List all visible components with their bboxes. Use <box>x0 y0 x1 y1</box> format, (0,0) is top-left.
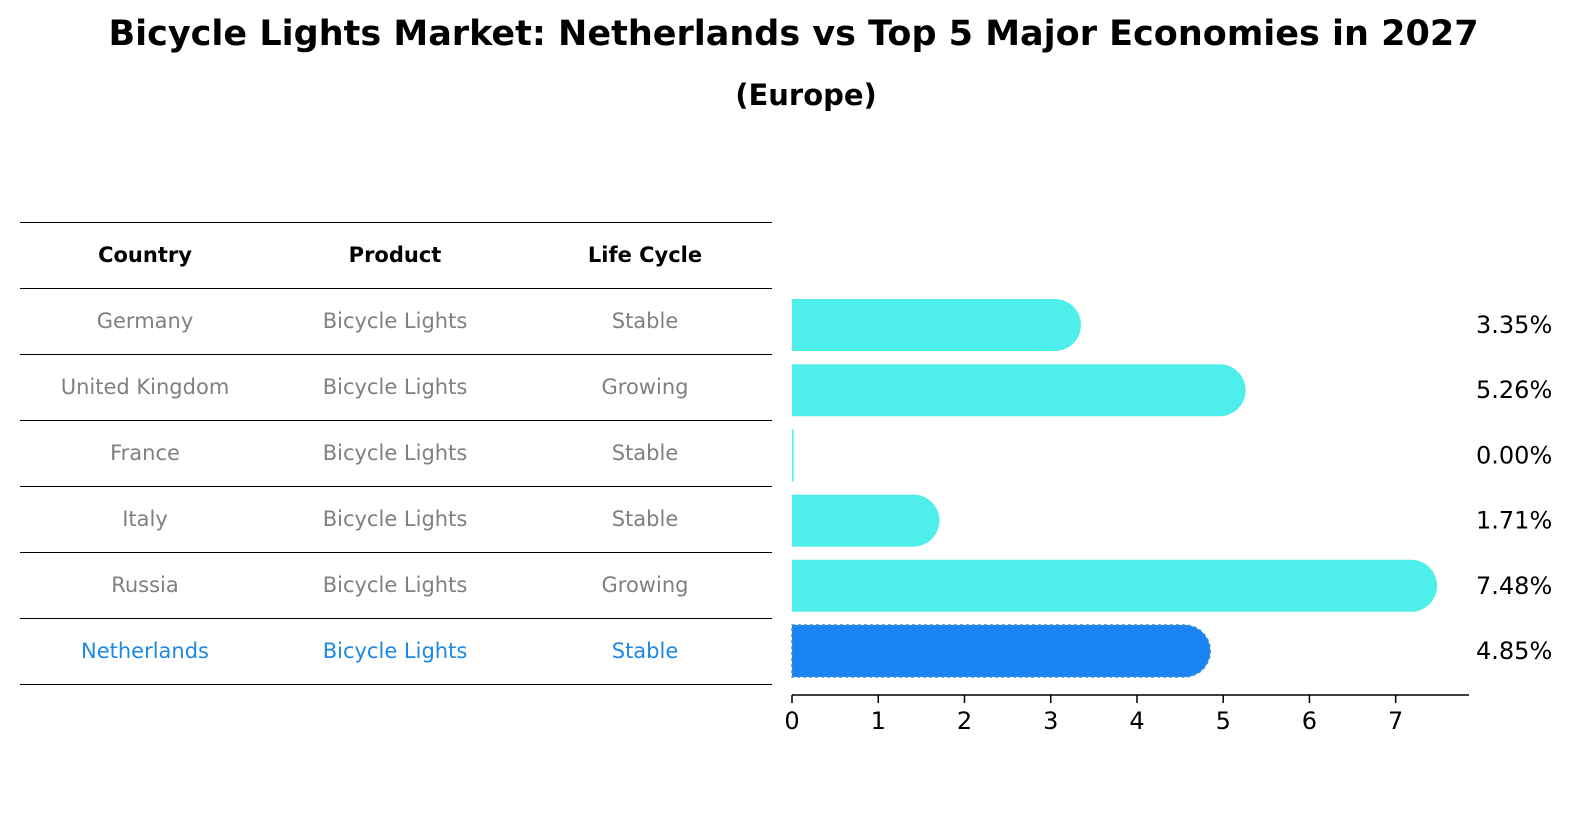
table-rule <box>20 222 772 223</box>
header-life-cycle: Life Cycle <box>587 243 703 267</box>
bar-france <box>792 429 794 482</box>
cell-country: Italy <box>122 507 168 531</box>
table-rule <box>20 486 772 487</box>
bar-russia <box>792 559 1438 612</box>
cell-product: Bicycle Lights <box>322 639 468 663</box>
data-label: 7.48% <box>1476 572 1552 600</box>
cell-product: Bicycle Lights <box>322 375 468 399</box>
data-label: 0.00% <box>1476 441 1552 469</box>
x-tick-label: 7 <box>1388 707 1403 735</box>
cell-life-cycle: Stable <box>611 507 679 531</box>
header-country: Country <box>98 243 192 267</box>
cell-country: United Kingdom <box>60 375 230 399</box>
cell-country: Russia <box>111 573 179 597</box>
chart-title: Bicycle Lights Market: Netherlands vs To… <box>108 14 1479 54</box>
x-tick-label: 4 <box>1129 707 1144 735</box>
table-rule <box>20 354 772 355</box>
cell-life-cycle: Growing <box>601 573 689 597</box>
x-tick-label: 5 <box>1216 707 1231 735</box>
table-rule <box>20 618 772 619</box>
cell-life-cycle: Stable <box>611 639 679 663</box>
x-tick-label: 2 <box>957 707 972 735</box>
cell-life-cycle: Stable <box>611 309 679 333</box>
bar-netherlands <box>791 624 1212 678</box>
bar-united-kingdom <box>791 364 1246 417</box>
table-rule <box>20 684 772 685</box>
table-rule <box>20 552 772 553</box>
table-rule <box>20 420 772 421</box>
x-tick-label: 6 <box>1302 707 1317 735</box>
header-product: Product <box>348 243 442 267</box>
table-rule <box>20 288 772 289</box>
bar-germany <box>792 299 1081 351</box>
x-tick-label: 1 <box>871 707 886 735</box>
cell-life-cycle: Stable <box>611 441 679 465</box>
data-label: 3.35% <box>1476 311 1552 339</box>
chart-subtitle: (Europe) <box>735 78 877 112</box>
cell-product: Bicycle Lights <box>322 309 468 333</box>
x-tick-label: 0 <box>784 707 799 735</box>
cell-country: Germany <box>96 309 194 333</box>
cell-country: Netherlands <box>80 639 209 663</box>
cell-product: Bicycle Lights <box>322 573 468 597</box>
data-label: 5.26% <box>1476 376 1552 404</box>
x-tick-label: 3 <box>1043 707 1058 735</box>
cell-product: Bicycle Lights <box>322 507 468 531</box>
data-label: 1.71% <box>1476 507 1552 535</box>
cell-country: France <box>110 441 180 465</box>
data-label: 4.85% <box>1476 637 1552 665</box>
bar-italy <box>792 494 940 547</box>
cell-life-cycle: Growing <box>601 375 689 399</box>
cell-product: Bicycle Lights <box>322 441 468 465</box>
